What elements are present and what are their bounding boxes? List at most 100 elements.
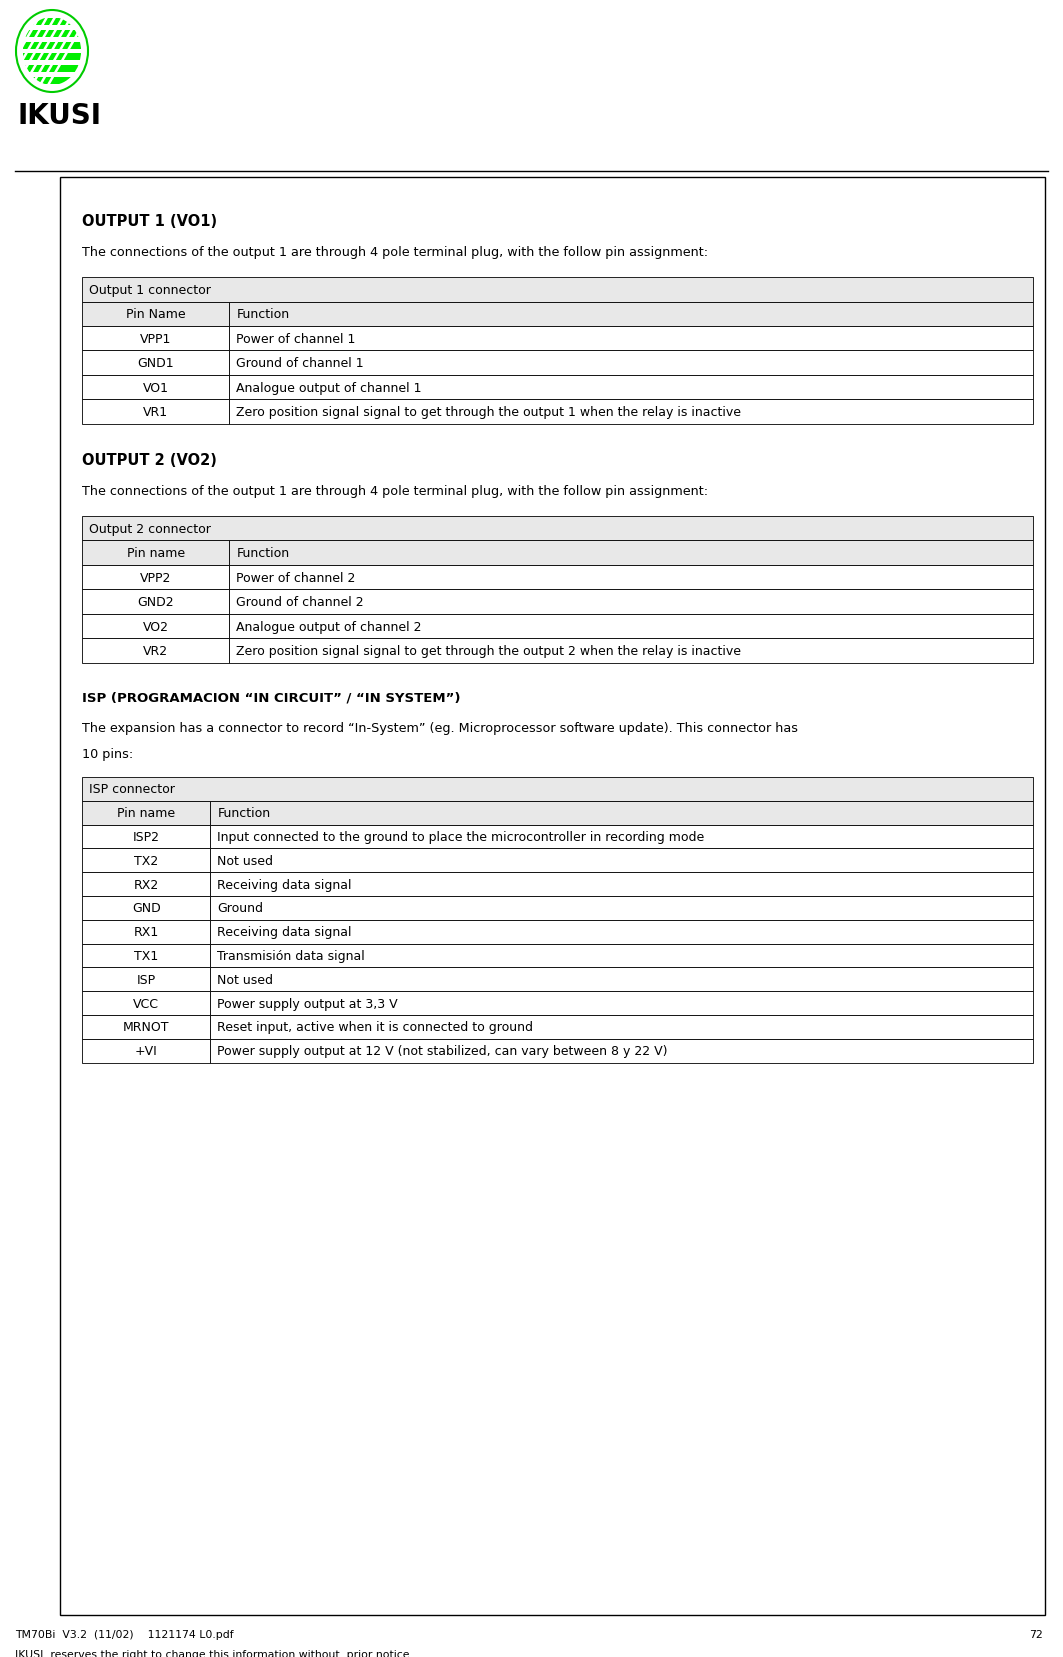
FancyBboxPatch shape: [230, 542, 1033, 565]
Text: The connections of the output 1 are through 4 pole terminal plug, with the follo: The connections of the output 1 are thro…: [82, 486, 708, 497]
Text: Pin Name: Pin Name: [125, 308, 186, 321]
Text: Function: Function: [218, 807, 270, 820]
FancyBboxPatch shape: [210, 825, 1033, 848]
Text: 10 pins:: 10 pins:: [82, 747, 133, 761]
Text: RX2: RX2: [134, 878, 158, 891]
Text: Input connected to the ground to place the microcontroller in recording mode: Input connected to the ground to place t…: [218, 830, 705, 843]
Text: Power supply output at 3,3 V: Power supply output at 3,3 V: [218, 998, 398, 1011]
FancyBboxPatch shape: [82, 302, 230, 326]
FancyBboxPatch shape: [210, 896, 1033, 920]
FancyBboxPatch shape: [82, 517, 1033, 542]
FancyBboxPatch shape: [230, 590, 1033, 615]
FancyBboxPatch shape: [210, 848, 1033, 873]
FancyBboxPatch shape: [60, 177, 1045, 1616]
FancyBboxPatch shape: [82, 326, 230, 351]
Text: VPP2: VPP2: [140, 572, 171, 585]
Text: Power of channel 2: Power of channel 2: [236, 572, 356, 585]
Text: The expansion has a connector to record “In-System” (eg. Microprocessor software: The expansion has a connector to record …: [82, 721, 798, 734]
FancyBboxPatch shape: [230, 640, 1033, 663]
Ellipse shape: [16, 12, 88, 93]
FancyBboxPatch shape: [82, 944, 210, 968]
FancyBboxPatch shape: [230, 302, 1033, 326]
FancyBboxPatch shape: [230, 376, 1033, 401]
Text: Zero position signal signal to get through the output 1 when the relay is inacti: Zero position signal signal to get throu…: [236, 406, 741, 419]
Text: Output 1 connector: Output 1 connector: [89, 283, 210, 297]
FancyBboxPatch shape: [82, 777, 1033, 802]
FancyBboxPatch shape: [82, 991, 210, 1016]
FancyBboxPatch shape: [230, 401, 1033, 424]
Text: Pin name: Pin name: [126, 547, 185, 560]
FancyBboxPatch shape: [230, 565, 1033, 590]
Text: TX2: TX2: [134, 855, 158, 867]
Text: Function: Function: [236, 308, 289, 321]
Text: VR1: VR1: [144, 406, 168, 419]
Text: ISP2: ISP2: [133, 830, 159, 843]
FancyBboxPatch shape: [82, 401, 230, 424]
FancyBboxPatch shape: [82, 1039, 210, 1062]
FancyBboxPatch shape: [11, 38, 92, 43]
Text: Receiving data signal: Receiving data signal: [218, 878, 352, 891]
FancyBboxPatch shape: [210, 944, 1033, 968]
Text: IKUSI: IKUSI: [18, 103, 102, 129]
Text: Ground of channel 1: Ground of channel 1: [236, 356, 364, 370]
FancyBboxPatch shape: [11, 61, 92, 66]
FancyBboxPatch shape: [230, 326, 1033, 351]
Text: IKUSI  reserves the right to change this information without  prior notice.: IKUSI reserves the right to change this …: [15, 1649, 412, 1657]
FancyBboxPatch shape: [210, 802, 1033, 825]
Text: Zero position signal signal to get through the output 2 when the relay is inacti: Zero position signal signal to get throu…: [236, 645, 741, 658]
Text: Receiving data signal: Receiving data signal: [218, 926, 352, 938]
Text: ISP: ISP: [137, 973, 156, 986]
Text: Ground: Ground: [218, 901, 264, 915]
FancyBboxPatch shape: [82, 278, 1033, 302]
FancyBboxPatch shape: [11, 73, 92, 78]
FancyBboxPatch shape: [82, 640, 230, 663]
FancyBboxPatch shape: [82, 542, 230, 565]
Text: RX1: RX1: [134, 926, 158, 938]
FancyBboxPatch shape: [230, 351, 1033, 376]
Text: VCC: VCC: [133, 998, 159, 1011]
Text: TM70Bi  V3.2  (11/02)    1121174 L0.pdf: TM70Bi V3.2 (11/02) 1121174 L0.pdf: [15, 1629, 234, 1639]
Text: Pin name: Pin name: [117, 807, 175, 820]
FancyBboxPatch shape: [210, 920, 1033, 944]
FancyBboxPatch shape: [210, 1039, 1033, 1062]
Text: The connections of the output 1 are through 4 pole terminal plug, with the follo: The connections of the output 1 are thro…: [82, 245, 708, 258]
FancyBboxPatch shape: [11, 15, 92, 20]
Text: Analogue output of channel 1: Analogue output of channel 1: [236, 381, 422, 394]
FancyBboxPatch shape: [230, 615, 1033, 640]
Text: GND1: GND1: [137, 356, 174, 370]
FancyBboxPatch shape: [11, 85, 92, 89]
FancyBboxPatch shape: [82, 376, 230, 401]
FancyBboxPatch shape: [82, 565, 230, 590]
Text: GND2: GND2: [137, 597, 174, 608]
FancyBboxPatch shape: [82, 873, 210, 896]
Text: Power supply output at 12 V (not stabilized, can vary between 8 y 22 V): Power supply output at 12 V (not stabili…: [218, 1044, 668, 1057]
FancyBboxPatch shape: [82, 351, 230, 376]
Text: Not used: Not used: [218, 973, 273, 986]
FancyBboxPatch shape: [210, 873, 1033, 896]
FancyBboxPatch shape: [82, 825, 210, 848]
FancyBboxPatch shape: [82, 1016, 210, 1039]
Text: GND: GND: [132, 901, 161, 915]
Text: Output 2 connector: Output 2 connector: [89, 522, 210, 535]
Text: Ground of channel 2: Ground of channel 2: [236, 597, 364, 608]
FancyBboxPatch shape: [11, 50, 92, 55]
FancyBboxPatch shape: [82, 968, 210, 991]
FancyBboxPatch shape: [82, 615, 230, 640]
Text: TX1: TX1: [134, 949, 158, 963]
Text: Function: Function: [236, 547, 289, 560]
Text: ISP (PROGRAMACION “IN CIRCUIT” / “IN SYSTEM”): ISP (PROGRAMACION “IN CIRCUIT” / “IN SYS…: [82, 691, 460, 704]
FancyBboxPatch shape: [82, 802, 210, 825]
Text: Reset input, active when it is connected to ground: Reset input, active when it is connected…: [218, 1021, 534, 1034]
Text: ISP connector: ISP connector: [89, 782, 175, 795]
FancyBboxPatch shape: [82, 590, 230, 615]
Text: Not used: Not used: [218, 855, 273, 867]
Text: VO1: VO1: [142, 381, 169, 394]
Text: Analogue output of channel 2: Analogue output of channel 2: [236, 620, 422, 633]
Text: Power of channel 1: Power of channel 1: [236, 333, 356, 346]
FancyBboxPatch shape: [210, 991, 1033, 1016]
Text: VO2: VO2: [142, 620, 169, 633]
FancyBboxPatch shape: [210, 1016, 1033, 1039]
FancyBboxPatch shape: [82, 920, 210, 944]
Text: OUTPUT 2 (VO2): OUTPUT 2 (VO2): [82, 452, 217, 467]
FancyBboxPatch shape: [11, 27, 92, 31]
